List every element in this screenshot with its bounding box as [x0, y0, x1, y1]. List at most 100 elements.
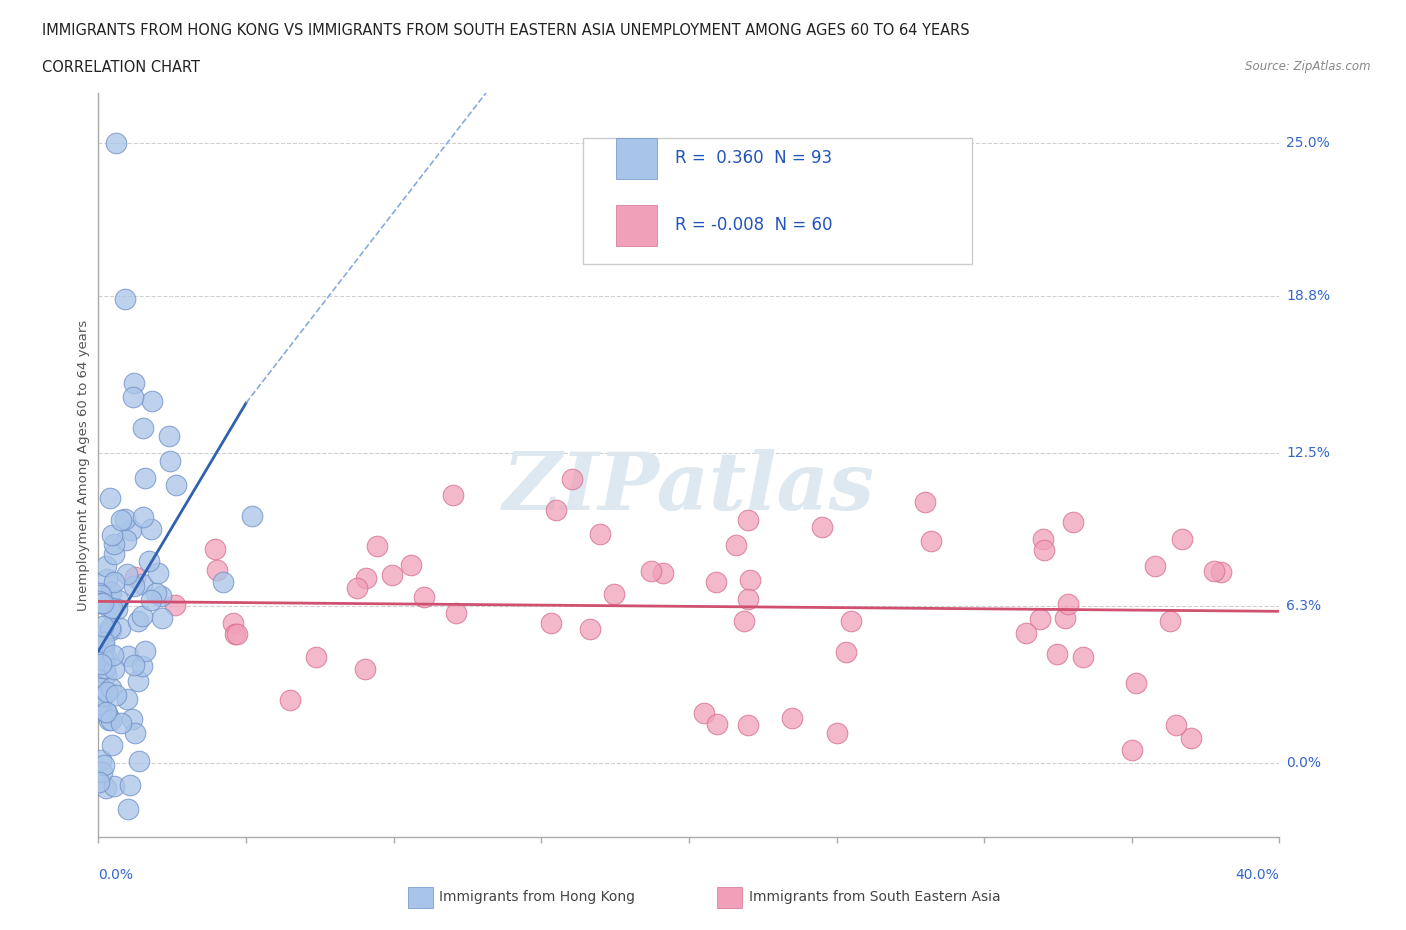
- Point: [1164, 718, 1187, 733]
- Point: [89, 684, 111, 699]
- Point: [91, 689, 114, 704]
- Point: [91, 595, 114, 610]
- Point: [1053, 611, 1076, 626]
- Point: [704, 575, 727, 590]
- Point: [98, 602, 121, 617]
- Point: [94, 667, 117, 682]
- Point: [441, 487, 464, 502]
- Point: [782, 711, 804, 725]
- Point: [737, 512, 759, 527]
- Point: [127, 614, 149, 629]
- Point: [693, 706, 716, 721]
- Text: 12.5%: 12.5%: [1286, 445, 1330, 459]
- Point: [240, 509, 263, 524]
- Point: [149, 588, 172, 603]
- Point: [159, 453, 181, 468]
- Point: [1062, 514, 1084, 529]
- Point: [413, 589, 436, 604]
- Point: [94, 650, 117, 665]
- Point: [105, 135, 128, 150]
- Point: [914, 495, 936, 510]
- Point: [1029, 612, 1052, 627]
- Point: [841, 614, 863, 629]
- Point: [128, 754, 150, 769]
- Point: [117, 648, 139, 663]
- Point: [366, 538, 388, 553]
- Text: 0.0%: 0.0%: [1286, 755, 1322, 770]
- Point: [733, 613, 755, 628]
- Point: [134, 644, 156, 658]
- Point: [89, 629, 111, 644]
- Point: [1159, 613, 1181, 628]
- Point: [93, 758, 115, 773]
- Point: [100, 681, 122, 696]
- Point: [121, 711, 143, 726]
- Point: [1144, 559, 1167, 574]
- Y-axis label: Unemployment Among Ages 60 to 64 years: Unemployment Among Ages 60 to 64 years: [77, 319, 90, 611]
- Point: [1125, 675, 1147, 690]
- Point: [602, 587, 624, 602]
- Point: [141, 393, 163, 408]
- Point: [354, 571, 377, 586]
- Point: [124, 658, 146, 673]
- Text: Immigrants from Hong Kong: Immigrants from Hong Kong: [439, 890, 634, 905]
- Point: [97, 712, 120, 727]
- Point: [1209, 565, 1232, 579]
- Point: [139, 592, 162, 607]
- Point: [115, 566, 138, 581]
- Point: [579, 621, 602, 636]
- Text: 6.3%: 6.3%: [1286, 599, 1322, 614]
- Text: Source: ZipAtlas.com: Source: ZipAtlas.com: [1246, 60, 1371, 73]
- Point: [87, 775, 110, 790]
- Point: [835, 644, 858, 659]
- Point: [96, 572, 118, 587]
- Point: [91, 618, 114, 633]
- Point: [93, 634, 115, 649]
- Point: [90, 588, 112, 603]
- Point: [1056, 596, 1078, 611]
- Point: [101, 601, 124, 616]
- Text: R =  0.360  N = 93: R = 0.360 N = 93: [675, 149, 832, 167]
- Point: [100, 584, 122, 599]
- Text: ZIPatlas: ZIPatlas: [503, 448, 875, 526]
- Point: [108, 620, 131, 635]
- Point: [87, 594, 110, 609]
- Text: 0.0%: 0.0%: [98, 868, 134, 882]
- Point: [124, 725, 146, 740]
- Point: [103, 575, 125, 590]
- Point: [94, 660, 117, 675]
- Text: 18.8%: 18.8%: [1286, 289, 1330, 303]
- Point: [640, 564, 662, 578]
- Point: [920, 534, 942, 549]
- Point: [94, 558, 117, 573]
- Point: [96, 781, 118, 796]
- Point: [205, 563, 228, 578]
- Text: Immigrants from South Eastern Asia: Immigrants from South Eastern Asia: [749, 890, 1001, 905]
- Point: [90, 753, 112, 768]
- Point: [589, 527, 612, 542]
- Point: [381, 568, 404, 583]
- Point: [103, 547, 125, 562]
- Point: [122, 390, 145, 405]
- Point: [165, 478, 187, 493]
- Point: [90, 595, 112, 610]
- Point: [93, 639, 115, 654]
- Point: [354, 661, 377, 676]
- Point: [540, 616, 562, 631]
- Point: [810, 520, 832, 535]
- Point: [825, 725, 848, 740]
- Point: [124, 570, 146, 585]
- Point: [157, 429, 180, 444]
- Point: [444, 605, 467, 620]
- Point: [87, 697, 110, 711]
- Point: [132, 420, 155, 435]
- Point: [101, 528, 124, 543]
- Text: 40.0%: 40.0%: [1236, 868, 1279, 882]
- Point: [134, 471, 156, 485]
- Point: [110, 715, 132, 730]
- Point: [103, 537, 125, 551]
- Point: [1170, 531, 1192, 546]
- Point: [91, 764, 114, 779]
- Point: [401, 558, 423, 573]
- Point: [222, 616, 245, 631]
